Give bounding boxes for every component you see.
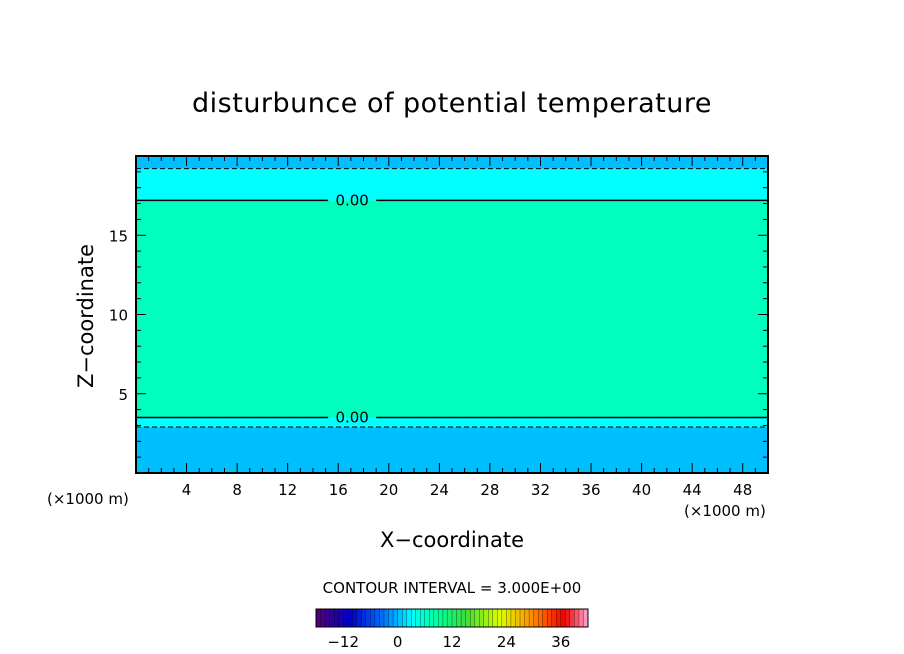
x-tick-label: 4 bbox=[182, 481, 192, 499]
colorbar-cell bbox=[460, 608, 467, 628]
colorbar-cell bbox=[374, 608, 380, 628]
colorbar-cell bbox=[315, 608, 321, 628]
colorbar-cell bbox=[565, 608, 571, 628]
colorbar: −12 0 12 24 36 bbox=[315, 608, 589, 651]
colorbar-cell bbox=[506, 608, 512, 628]
x-tick-label: 44 bbox=[683, 481, 702, 499]
colorbar-cell bbox=[420, 608, 426, 628]
x-tick-label: 24 bbox=[430, 481, 449, 499]
colorbar-tick-label: 24 bbox=[497, 633, 516, 651]
colorbar-cell bbox=[397, 608, 403, 628]
x-tick-label: 8 bbox=[232, 481, 242, 499]
colorbar-cell bbox=[474, 608, 480, 628]
color-bands bbox=[136, 156, 768, 473]
x-tick-label: 36 bbox=[581, 481, 600, 499]
color-band bbox=[136, 156, 768, 169]
y-tick-label: 5 bbox=[118, 386, 128, 404]
colorbar-cell bbox=[451, 608, 457, 628]
x-unit-left: (×1000 m) bbox=[47, 490, 129, 508]
colorbar-cell bbox=[524, 608, 530, 628]
colorbar-cell bbox=[424, 608, 430, 628]
colorbar-cell bbox=[361, 608, 367, 628]
x-tick-label: 28 bbox=[480, 481, 499, 499]
colorbar-tick-label: −12 bbox=[327, 633, 359, 651]
color-band bbox=[136, 168, 768, 201]
x-tick-label: 32 bbox=[531, 481, 550, 499]
colorbar-cell bbox=[333, 608, 340, 628]
colorbar-cell bbox=[401, 608, 408, 628]
contour-interval-text: CONTOUR INTERVAL = 3.000E+00 bbox=[323, 579, 582, 597]
colorbar-cell bbox=[415, 608, 421, 628]
colorbar-cell bbox=[320, 608, 326, 628]
x-tick-label: 16 bbox=[329, 481, 348, 499]
colorbar-cell bbox=[465, 608, 471, 628]
colorbar-cell bbox=[556, 608, 562, 628]
colorbar-cell bbox=[497, 608, 503, 628]
colorbar-cell bbox=[542, 608, 548, 628]
colorbar-cell bbox=[383, 608, 389, 628]
colorbar-tick-label: 12 bbox=[442, 633, 461, 651]
x-tick-label: 40 bbox=[632, 481, 651, 499]
colorbar-cell bbox=[442, 608, 448, 628]
colorbar-cell bbox=[356, 608, 362, 628]
contour-label: 0.00 bbox=[335, 409, 368, 427]
colorbar-cell bbox=[429, 608, 435, 628]
colorbar-frame bbox=[315, 608, 589, 628]
x-unit-right: (×1000 m) bbox=[684, 502, 766, 520]
colorbar-cell bbox=[488, 608, 494, 628]
colorbar-cell bbox=[537, 608, 544, 628]
colorbar-tick-label: 36 bbox=[551, 633, 570, 651]
colorbar-cell bbox=[492, 608, 498, 628]
colorbar-cell bbox=[574, 608, 580, 628]
colorbar-cell bbox=[479, 608, 485, 628]
colorbar-cell bbox=[365, 608, 371, 628]
y-tick-label: 10 bbox=[109, 307, 128, 325]
colorbar-cell bbox=[560, 608, 566, 628]
colorbar-cell bbox=[483, 608, 489, 628]
chart-title: disturbunce of potential temperature bbox=[192, 88, 712, 119]
colorbar-cell bbox=[515, 608, 521, 628]
colorbar-cell bbox=[379, 608, 385, 628]
y-axis-label: Z−coordinate bbox=[74, 244, 98, 388]
colorbar-cell bbox=[569, 608, 575, 628]
colorbar-cell bbox=[469, 608, 476, 628]
colorbar-cell bbox=[551, 608, 557, 628]
colorbar-cell bbox=[433, 608, 439, 628]
colorbar-cell bbox=[411, 608, 417, 628]
colorbar-cell bbox=[519, 608, 525, 628]
x-tick-label: 20 bbox=[379, 481, 398, 499]
color-band bbox=[136, 417, 768, 428]
colorbar-cell bbox=[352, 608, 358, 628]
colorbar-cell bbox=[547, 608, 553, 628]
colorbar-cell bbox=[501, 608, 507, 628]
colorbar-cell bbox=[406, 608, 412, 628]
colorbar-cell bbox=[329, 608, 335, 628]
colorbar-cell bbox=[456, 608, 462, 628]
y-tick-label: 15 bbox=[109, 227, 128, 245]
x-tick-label: 48 bbox=[733, 481, 752, 499]
colorbar-cell bbox=[370, 608, 376, 628]
x-tick-label: 12 bbox=[278, 481, 297, 499]
colorbar-cell bbox=[388, 608, 394, 628]
color-band bbox=[136, 427, 768, 473]
x-axis-label: X−coordinate bbox=[380, 528, 524, 552]
colorbar-tick-label: 0 bbox=[393, 633, 403, 651]
colorbar-cell bbox=[528, 608, 535, 628]
colorbar-cell bbox=[447, 608, 453, 628]
color-band bbox=[136, 200, 768, 418]
colorbar-cell bbox=[324, 608, 331, 628]
contour-lines: 0.00 0.00 bbox=[136, 168, 768, 428]
colorbar-cell bbox=[338, 608, 344, 628]
colorbar-cell bbox=[510, 608, 516, 628]
colorbar-cell bbox=[438, 608, 444, 628]
colorbar-cell bbox=[578, 608, 584, 628]
colorbar-cell bbox=[347, 608, 353, 628]
colorbar-cell bbox=[343, 608, 349, 628]
colorbar-cell bbox=[392, 608, 399, 628]
contour-label: 0.00 bbox=[335, 191, 368, 209]
colorbar-cell bbox=[533, 608, 539, 628]
